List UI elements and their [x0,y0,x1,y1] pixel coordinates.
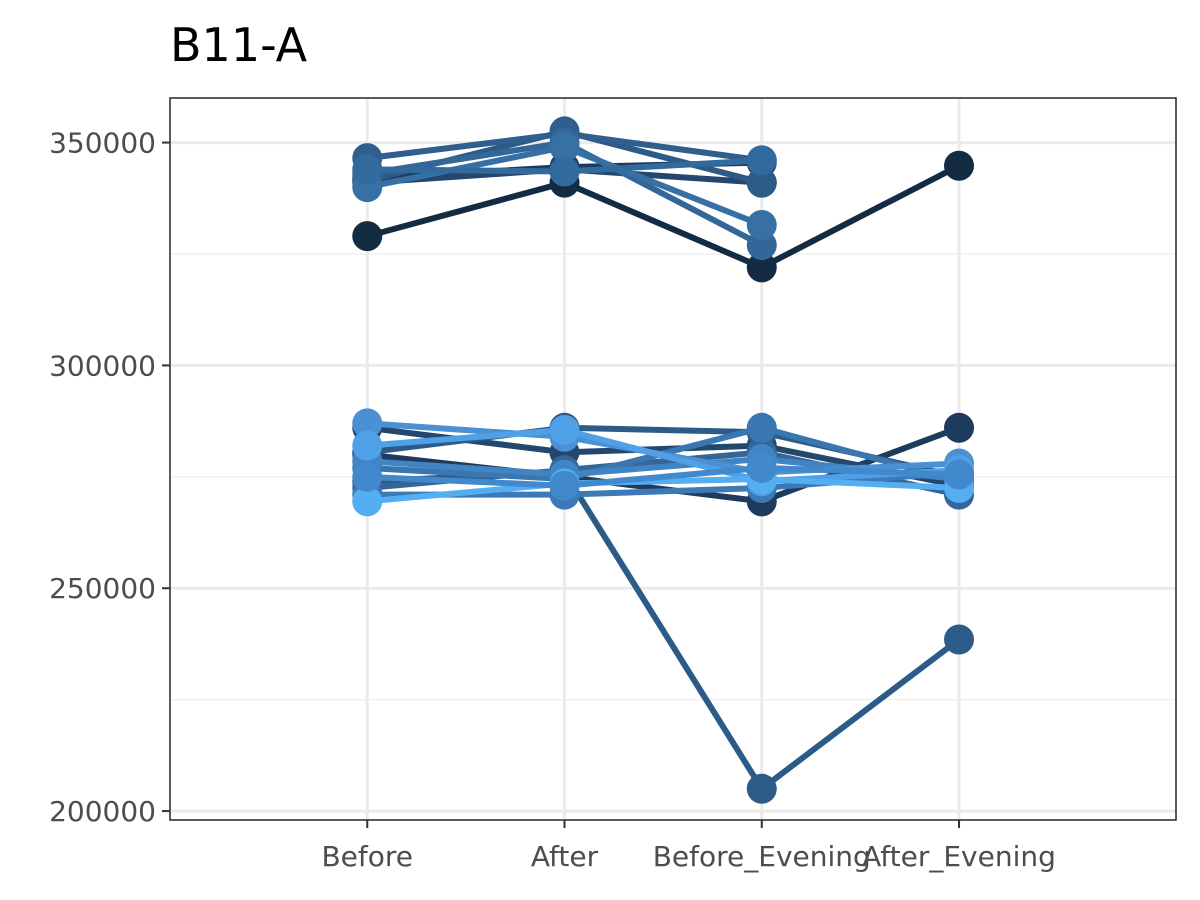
y-tick-label: 300000 [49,349,156,382]
data-point [746,452,777,483]
y-tick-label: 200000 [49,795,156,828]
data-point [944,459,975,490]
series-8 [352,145,777,187]
data-point [352,221,383,252]
data-point [352,430,383,461]
data-point [746,412,777,443]
data-point [352,408,383,439]
axes: 200000 250000 300000 350000 Before After Befor… [49,127,1056,873]
data-point [549,470,580,501]
y-tick-label: 250000 [49,572,156,605]
data-point [549,156,580,187]
y-tick-label: 350000 [49,127,156,160]
data-point [746,773,777,804]
x-tick-label: After_Evening [862,840,1056,873]
data-point [944,150,975,181]
data-point [944,412,975,443]
chart-title: B11-A [170,18,308,72]
x-tick-label: Before [321,840,413,873]
plot-border [169,97,1177,821]
data-point [944,624,975,655]
data-point [352,486,383,517]
series-line [367,464,960,489]
data-point [746,210,777,241]
x-tick-label: After [531,840,599,873]
data-point [352,461,383,492]
data-point [549,132,580,163]
data-point [746,145,777,176]
series-20 [352,452,975,501]
data-point [746,252,777,283]
data-point [549,415,580,446]
x-tick-label: Before_Evening [653,840,871,873]
series-line [367,427,960,485]
data-point [746,167,777,198]
series-layer [352,116,975,804]
data-point [352,154,383,185]
series-line [366,476,960,505]
series-line [366,163,961,271]
